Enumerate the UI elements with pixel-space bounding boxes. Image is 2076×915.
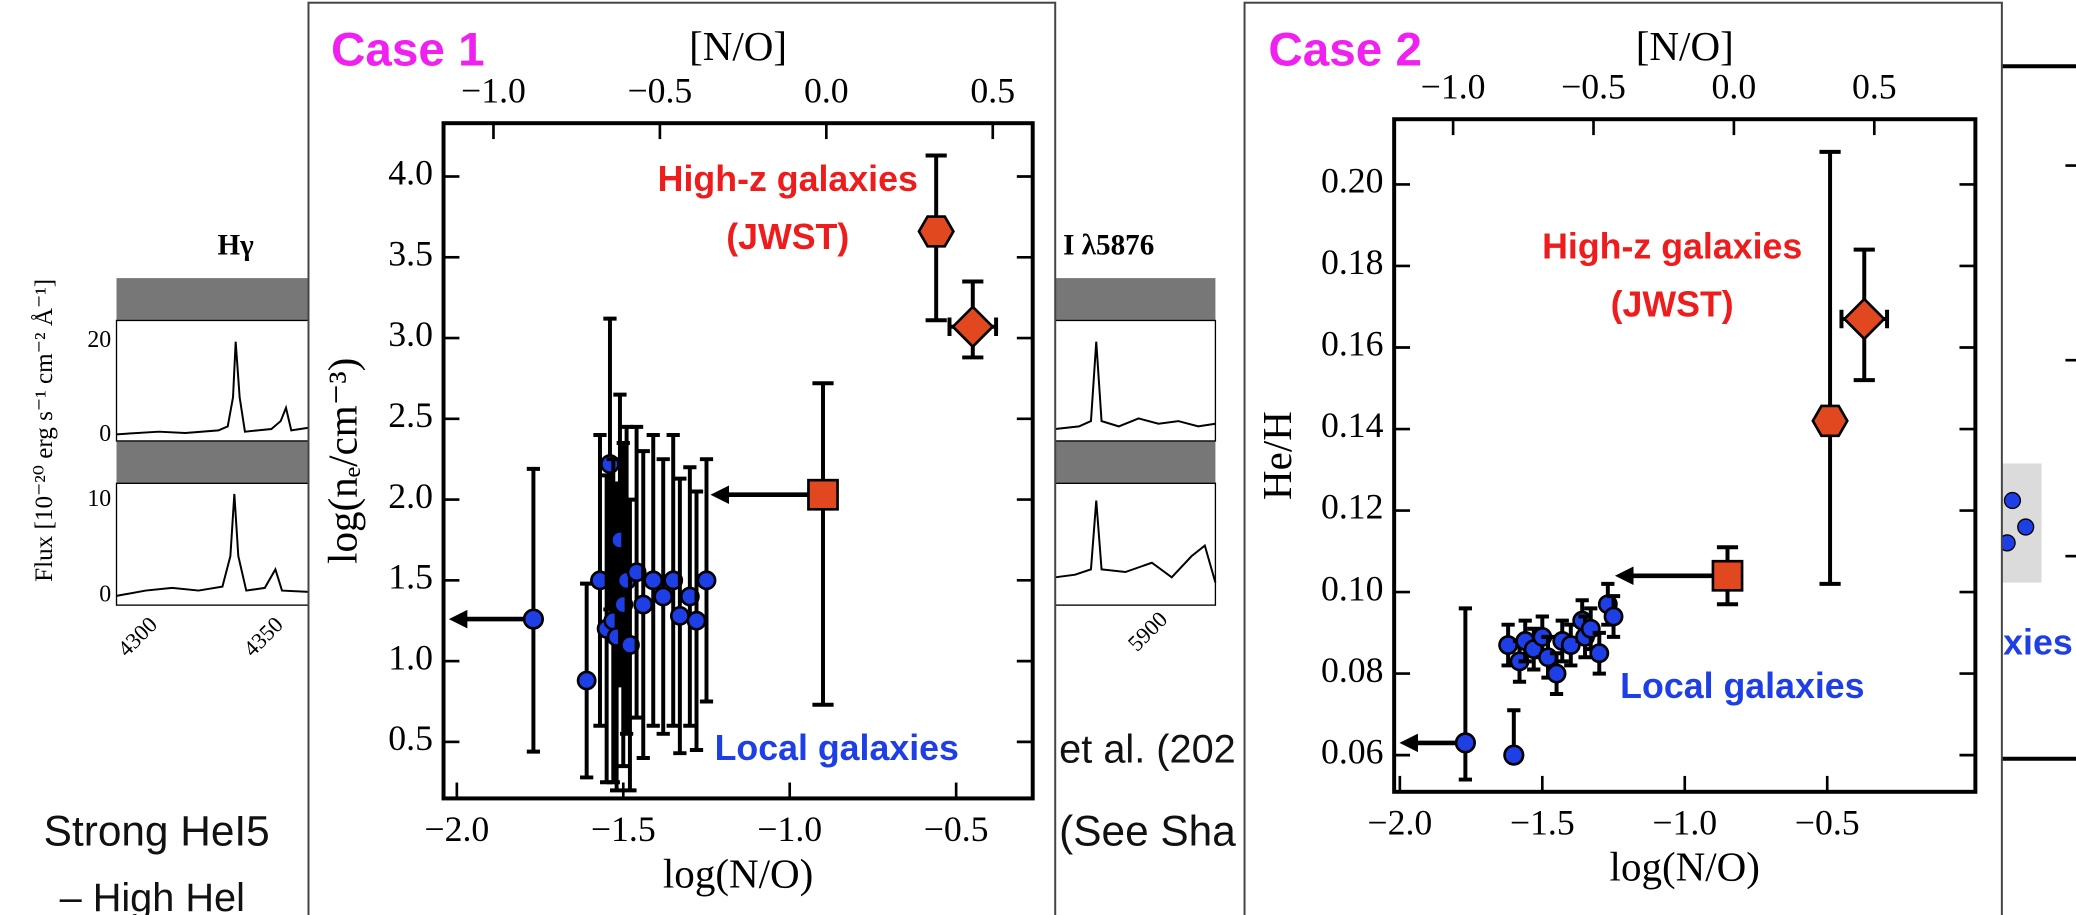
- point: [1548, 665, 1565, 682]
- y-tick-label: 0.08: [1321, 650, 1384, 690]
- top-tick-label: 0.0: [804, 70, 849, 110]
- point: [645, 572, 662, 589]
- page: Flux [10⁻²⁰ erg s⁻¹ cm⁻² Å⁻¹] Hγ 20 0 10…: [0, 0, 2076, 915]
- tick-label: 0: [99, 421, 111, 447]
- chart-panel: −2.0 −1.5 −1.0 −0.5 −1.0 −0.5 0.0 0.5 0.06 0.08 0.…: [1245, 3, 2002, 915]
- point: [655, 588, 672, 605]
- point: [1505, 746, 1524, 765]
- x-tick-label: −2.0: [1367, 802, 1432, 842]
- point: [1456, 734, 1475, 753]
- point: [2018, 519, 2034, 535]
- y-tick-label: 3.0: [388, 314, 433, 354]
- bullet: (See Sha: [1059, 807, 1236, 854]
- point: [671, 607, 688, 624]
- y-tick-label: 4.0: [388, 153, 433, 193]
- point: [2005, 493, 2021, 509]
- point: [1605, 608, 1622, 625]
- point: [808, 480, 837, 509]
- y-tick-label: 0.20: [1321, 161, 1384, 201]
- top-tick-label: −1.0: [1421, 66, 1486, 106]
- axis-label: Flux [10⁻²⁰ erg s⁻¹ cm⁻² Å⁻¹]: [31, 279, 58, 582]
- x-tick-label: −1.0: [1652, 802, 1717, 842]
- x-tick-label: −1.5: [591, 809, 656, 849]
- y-tick-label: 0.18: [1321, 242, 1384, 282]
- x-tick-label: −0.5: [1795, 802, 1860, 842]
- top-tick-label: −0.5: [627, 70, 692, 110]
- spectrum-title: Hγ: [218, 229, 255, 261]
- annotation: (JWST): [1611, 285, 1734, 325]
- y-tick-label: 2.5: [388, 395, 433, 435]
- x-tick-label: −2.0: [424, 809, 489, 849]
- annotation: Local galaxies: [1620, 666, 1864, 706]
- point: [1713, 561, 1742, 590]
- point: [1813, 406, 1847, 436]
- y-tick-label: 1.5: [388, 557, 433, 597]
- chart-title: Case 2: [1268, 24, 1422, 77]
- y-tick-label: 1.0: [388, 637, 433, 677]
- x-tick-label: −1.0: [757, 809, 822, 849]
- y-tick-label: 0.16: [1321, 324, 1384, 364]
- spectrum-image: [1055, 278, 1215, 320]
- annotation: High-z galaxies: [1542, 226, 1802, 266]
- x-axis-label: log(N/O): [663, 850, 813, 896]
- y-tick-label: 3.5: [388, 233, 433, 273]
- top-axis-label: [N/O]: [689, 23, 787, 69]
- panel-background: [308, 3, 1055, 915]
- y-tick-label: 0.5: [388, 718, 433, 758]
- tick-label: 10: [87, 486, 111, 512]
- top-tick-label: 0.5: [970, 70, 1015, 110]
- x-tick-label: −0.5: [924, 809, 989, 849]
- spectrum-image: [117, 278, 309, 320]
- point: [635, 596, 652, 613]
- annotation: (JWST): [726, 217, 849, 257]
- spectrum-title: I λ5876: [1063, 229, 1154, 261]
- y-axis-label: log(nₑ/cm⁻³): [319, 358, 365, 564]
- top-tick-label: −0.5: [1561, 66, 1626, 106]
- sub-bullet: – High Hel: [60, 876, 245, 915]
- bullet: Strong HeI5: [44, 807, 270, 854]
- y-tick-label: 0.06: [1321, 731, 1384, 771]
- y-tick-label: 2.0: [388, 476, 433, 516]
- top-axis-label: [N/O]: [1636, 23, 1734, 69]
- spectrum-image: [1055, 441, 1215, 483]
- y-tick-label: 0.10: [1321, 568, 1384, 608]
- point: [688, 612, 705, 629]
- top-tick-label: 0.5: [1852, 66, 1897, 106]
- tick-label: 20: [87, 327, 111, 353]
- x-axis-label: log(N/O): [1610, 844, 1760, 890]
- point: [578, 672, 595, 689]
- chart-title: Case 1: [331, 24, 485, 77]
- tick-label: 0: [99, 581, 111, 607]
- panel-background: [1245, 3, 2002, 915]
- x-tick-label: −1.5: [1510, 802, 1575, 842]
- annotation: High-z galaxies: [658, 159, 918, 199]
- slide: Flux [10⁻²⁰ erg s⁻¹ cm⁻² Å⁻¹] Hγ 20 0 10…: [0, 0, 2076, 915]
- annotation: Local galaxies: [715, 728, 959, 768]
- top-tick-label: 0.0: [1712, 66, 1757, 106]
- label: xies: [2003, 622, 2073, 662]
- y-axis-label: He/H: [1254, 411, 1300, 500]
- spectrum-image: [117, 441, 309, 483]
- point: [1591, 645, 1608, 662]
- citation: et al. (202: [1059, 728, 1236, 772]
- point: [919, 217, 953, 247]
- y-tick-label: 0.14: [1321, 405, 1384, 445]
- point: [698, 572, 715, 589]
- point: [524, 610, 543, 629]
- y-tick-label: 0.12: [1321, 487, 1384, 527]
